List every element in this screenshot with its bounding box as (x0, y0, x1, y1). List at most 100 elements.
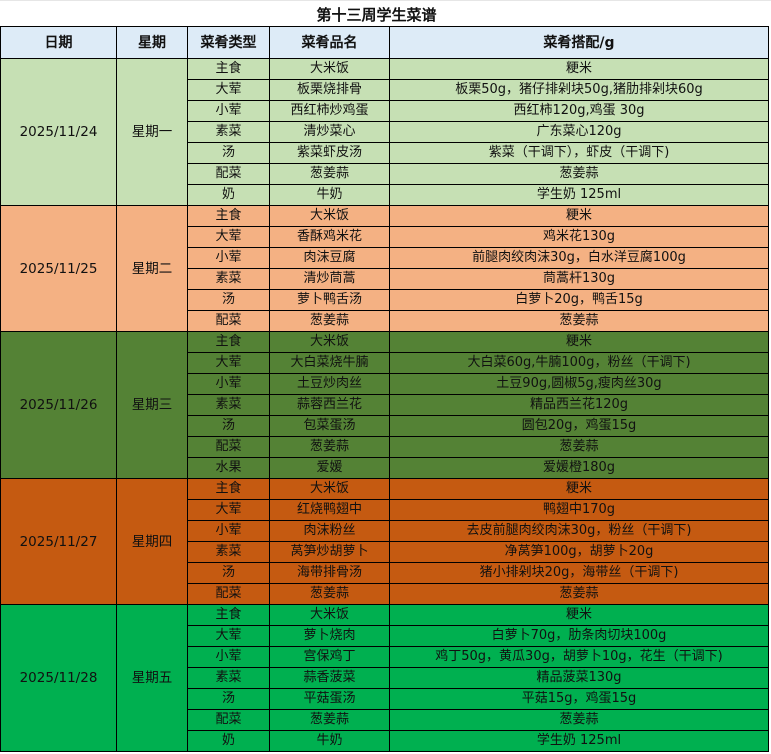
cell-dish-type[interactable]: 奶 (187, 730, 270, 752)
cell-dish-type[interactable]: 主食 (187, 478, 270, 500)
cell-dish-type[interactable]: 汤 (187, 688, 270, 710)
cell-date[interactable]: 2025/11/25 (0, 205, 117, 332)
cell-dish-name[interactable]: 牛奶 (269, 184, 390, 206)
header-weekday[interactable]: 星期 (116, 26, 188, 59)
cell-ingredients[interactable]: 葱姜蒜 (389, 436, 769, 458)
cell-ingredients[interactable]: 平菇15g，鸡蛋15g (389, 688, 769, 710)
cell-dish-name[interactable]: 大米饭 (269, 604, 390, 626)
cell-dish-name[interactable]: 红烧鸭翅中 (269, 499, 390, 521)
cell-dish-name[interactable]: 紫菜虾皮汤 (269, 142, 390, 164)
cell-weekday[interactable]: 星期一 (116, 58, 188, 206)
cell-dish-name[interactable]: 葱姜蒜 (269, 163, 390, 185)
cell-dish-name[interactable]: 肉沫豆腐 (269, 247, 390, 269)
cell-date[interactable]: 2025/11/24 (0, 58, 117, 206)
cell-ingredients[interactable]: 净莴笋100g，胡萝卜20g (389, 541, 769, 563)
cell-dish-type[interactable]: 小荤 (187, 520, 270, 542)
cell-dish-name[interactable]: 清炒菜心 (269, 121, 390, 143)
cell-dish-name[interactable]: 板栗烧排骨 (269, 79, 390, 101)
cell-dish-type[interactable]: 奶 (187, 184, 270, 206)
cell-dish-name[interactable]: 平菇蛋汤 (269, 688, 390, 710)
cell-ingredients[interactable]: 前腿肉绞肉沫30g，白水洋豆腐100g (389, 247, 769, 269)
cell-dish-name[interactable]: 葱姜蒜 (269, 709, 390, 731)
cell-weekday[interactable]: 星期三 (116, 331, 188, 479)
header-date[interactable]: 日期 (0, 26, 117, 59)
cell-dish-type[interactable]: 汤 (187, 142, 270, 164)
cell-dish-type[interactable]: 素菜 (187, 394, 270, 416)
cell-ingredients[interactable]: 西红柿120g,鸡蛋 30g (389, 100, 769, 122)
cell-dish-name[interactable]: 爱媛 (269, 457, 390, 479)
cell-dish-name[interactable]: 葱姜蒜 (269, 310, 390, 332)
cell-ingredients[interactable]: 葱姜蒜 (389, 310, 769, 332)
cell-dish-type[interactable]: 主食 (187, 331, 270, 353)
cell-dish-name[interactable]: 清炒茼蒿 (269, 268, 390, 290)
cell-ingredients[interactable]: 学生奶 125ml (389, 730, 769, 752)
header-ingredients[interactable]: 菜肴搭配/g (389, 26, 769, 59)
cell-dish-type[interactable]: 大荤 (187, 79, 270, 101)
cell-dish-type[interactable]: 配菜 (187, 163, 270, 185)
cell-dish-name[interactable]: 香酥鸡米花 (269, 226, 390, 248)
cell-ingredients[interactable]: 葱姜蒜 (389, 163, 769, 185)
cell-ingredients[interactable]: 猪小排剁块20g，海带丝（干调下) (389, 562, 769, 584)
cell-ingredients[interactable]: 精品西兰花120g (389, 394, 769, 416)
cell-weekday[interactable]: 星期五 (116, 604, 188, 752)
cell-dish-name[interactable]: 大米饭 (269, 331, 390, 353)
cell-dish-name[interactable]: 包菜蛋汤 (269, 415, 390, 437)
cell-dish-name[interactable]: 大米饭 (269, 58, 390, 80)
cell-dish-type[interactable]: 汤 (187, 289, 270, 311)
cell-dish-name[interactable]: 萝卜鸭舌汤 (269, 289, 390, 311)
cell-dish-name[interactable]: 海带排骨汤 (269, 562, 390, 584)
cell-ingredients[interactable]: 土豆90g,圆椒5g,瘦肉丝30g (389, 373, 769, 395)
cell-dish-type[interactable]: 主食 (187, 604, 270, 626)
cell-ingredients[interactable]: 粳米 (389, 331, 769, 353)
cell-dish-type[interactable]: 主食 (187, 58, 270, 80)
cell-ingredients[interactable]: 广东菜心120g (389, 121, 769, 143)
cell-ingredients[interactable]: 粳米 (389, 205, 769, 227)
cell-ingredients[interactable]: 粳米 (389, 604, 769, 626)
cell-dish-name[interactable]: 大白菜烧牛腩 (269, 352, 390, 374)
cell-dish-type[interactable]: 小荤 (187, 646, 270, 668)
cell-dish-type[interactable]: 大荤 (187, 226, 270, 248)
header-dish-type[interactable]: 菜肴类型 (187, 26, 270, 59)
cell-dish-name[interactable]: 大米饭 (269, 478, 390, 500)
cell-dish-type[interactable]: 小荤 (187, 373, 270, 395)
cell-dish-type[interactable]: 素菜 (187, 541, 270, 563)
cell-ingredients[interactable]: 鸭翅中170g (389, 499, 769, 521)
cell-dish-name[interactable]: 葱姜蒜 (269, 436, 390, 458)
cell-ingredients[interactable]: 去皮前腿肉绞肉沫30g，粉丝（干调下) (389, 520, 769, 542)
cell-dish-type[interactable]: 素菜 (187, 268, 270, 290)
cell-ingredients[interactable]: 学生奶 125ml (389, 184, 769, 206)
cell-dish-type[interactable]: 汤 (187, 415, 270, 437)
cell-dish-type[interactable]: 配菜 (187, 709, 270, 731)
cell-date[interactable]: 2025/11/26 (0, 331, 117, 479)
cell-dish-name[interactable]: 萝卜烧肉 (269, 625, 390, 647)
cell-ingredients[interactable]: 葱姜蒜 (389, 709, 769, 731)
cell-weekday[interactable]: 星期二 (116, 205, 188, 332)
cell-ingredients[interactable]: 鸡丁50g，黄瓜30g，胡萝卜10g，花生（干调下) (389, 646, 769, 668)
cell-ingredients[interactable]: 鸡米花130g (389, 226, 769, 248)
cell-ingredients[interactable]: 白萝卜70g，肋条肉切块100g (389, 625, 769, 647)
cell-ingredients[interactable]: 大白菜60g,牛腩100g，粉丝（干调下) (389, 352, 769, 374)
cell-ingredients[interactable]: 葱姜蒜 (389, 583, 769, 605)
cell-dish-type[interactable]: 大荤 (187, 625, 270, 647)
cell-dish-name[interactable]: 大米饭 (269, 205, 390, 227)
cell-dish-type[interactable]: 大荤 (187, 499, 270, 521)
cell-dish-type[interactable]: 水果 (187, 457, 270, 479)
cell-dish-type[interactable]: 大荤 (187, 352, 270, 374)
header-dish-name[interactable]: 菜肴品名 (269, 26, 390, 59)
cell-ingredients[interactable]: 白萝卜20g，鸭舌15g (389, 289, 769, 311)
cell-ingredients[interactable]: 粳米 (389, 478, 769, 500)
cell-ingredients[interactable]: 板栗50g，猪仔排剁块50g,猪肋排剁块60g (389, 79, 769, 101)
cell-dish-name[interactable]: 宫保鸡丁 (269, 646, 390, 668)
cell-dish-type[interactable]: 配菜 (187, 583, 270, 605)
cell-dish-type[interactable]: 配菜 (187, 436, 270, 458)
cell-dish-name[interactable]: 葱姜蒜 (269, 583, 390, 605)
cell-dish-type[interactable]: 素菜 (187, 121, 270, 143)
cell-ingredients[interactable]: 紫菜（干调下），虾皮（干调下) (389, 142, 769, 164)
cell-ingredients[interactable]: 圆包20g，鸡蛋15g (389, 415, 769, 437)
cell-date[interactable]: 2025/11/28 (0, 604, 117, 752)
cell-dish-type[interactable]: 素菜 (187, 667, 270, 689)
cell-dish-name[interactable]: 土豆炒肉丝 (269, 373, 390, 395)
cell-ingredients[interactable]: 爱媛橙180g (389, 457, 769, 479)
cell-ingredients[interactable]: 粳米 (389, 58, 769, 80)
cell-dish-type[interactable]: 配菜 (187, 310, 270, 332)
